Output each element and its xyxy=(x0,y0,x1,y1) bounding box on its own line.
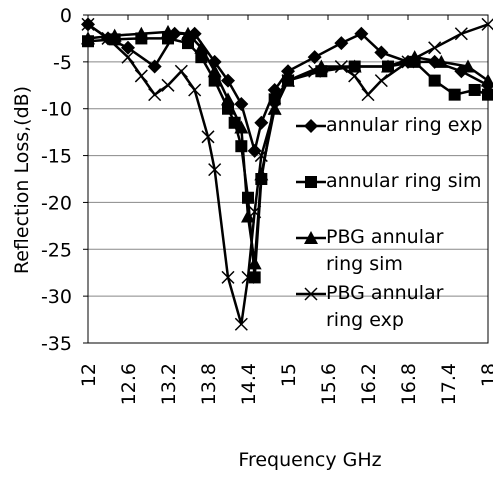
marker-triangle xyxy=(181,26,195,40)
x-tick-label: 13.2 xyxy=(158,363,180,405)
marker-x xyxy=(81,17,95,31)
x-tick-label: 14.4 xyxy=(238,363,260,405)
marker-triangle xyxy=(234,120,249,134)
marker-x xyxy=(241,270,255,284)
x-tick-label: 13.8 xyxy=(198,363,220,405)
marker-diamond xyxy=(121,40,135,55)
marker-diamond xyxy=(307,50,322,65)
x-tick-label: 12.6 xyxy=(118,363,140,405)
marker-diamond xyxy=(147,59,162,74)
marker-square xyxy=(182,37,194,50)
marker-triangle xyxy=(241,209,255,223)
marker-triangle xyxy=(207,64,222,78)
x-tick-label: 12 xyxy=(78,363,100,387)
marker-square xyxy=(248,271,261,284)
marker-x xyxy=(148,88,162,102)
marker-triangle xyxy=(434,54,449,68)
legend-label: PBG annular ring sim xyxy=(326,226,444,275)
marker-square xyxy=(242,191,254,204)
legend-label: annular ring sim xyxy=(326,170,482,192)
y-tick-label: 0 xyxy=(60,5,72,27)
marker-x xyxy=(401,55,415,69)
legend-marker xyxy=(304,287,318,301)
marker-square xyxy=(448,88,461,101)
marker-diamond xyxy=(247,143,262,158)
marker-x xyxy=(481,17,493,31)
marker-triangle xyxy=(481,73,493,87)
marker-x xyxy=(428,41,442,55)
marker-diamond xyxy=(221,73,235,88)
marker-x xyxy=(161,78,175,92)
x-tick-label: 15 xyxy=(278,363,300,387)
marker-x xyxy=(188,83,202,97)
marker-x xyxy=(174,64,188,78)
marker-triangle xyxy=(247,256,262,270)
x-tick-label: 16.2 xyxy=(358,363,380,405)
marker-triangle xyxy=(134,26,149,40)
y-tick-label: -30 xyxy=(41,286,72,308)
marker-x xyxy=(281,74,295,88)
marker-x xyxy=(134,69,148,83)
marker-x xyxy=(374,74,388,88)
x-tick-label: 16.8 xyxy=(398,363,420,405)
marker-x xyxy=(121,50,135,64)
legend-marker xyxy=(305,176,317,188)
marker-x xyxy=(254,149,268,163)
marker-diamond xyxy=(334,36,349,51)
marker-x xyxy=(221,270,235,284)
marker-triangle xyxy=(107,28,122,42)
marker-diamond xyxy=(254,115,269,130)
legend-marker xyxy=(304,231,318,244)
marker-triangle xyxy=(461,59,475,73)
marker-x xyxy=(234,317,248,331)
y-tick-label: -5 xyxy=(53,52,72,74)
y-tick-label: -10 xyxy=(41,99,72,121)
marker-x xyxy=(268,102,282,116)
y-tick-label: -15 xyxy=(41,146,72,168)
marker-triangle xyxy=(161,24,175,38)
y-axis-label: Reflection Loss,(dB) xyxy=(11,86,33,274)
marker-triangle xyxy=(347,59,362,73)
marker-square xyxy=(428,74,441,87)
legend-label: annular ring exp xyxy=(326,114,483,136)
marker-x xyxy=(334,60,348,74)
marker-x xyxy=(248,205,262,219)
marker-square xyxy=(228,116,241,129)
marker-x xyxy=(348,69,362,83)
marker-square xyxy=(235,140,248,153)
marker-diamond xyxy=(374,45,389,60)
marker-triangle xyxy=(194,40,209,54)
x-tick-label: 18 xyxy=(478,363,493,387)
marker-diamond xyxy=(234,97,249,112)
legend-marker xyxy=(304,119,318,133)
marker-x xyxy=(308,64,322,78)
y-tick-label: -35 xyxy=(41,333,72,355)
marker-triangle xyxy=(381,59,395,73)
y-tick-label: -20 xyxy=(41,192,72,214)
marker-x xyxy=(361,88,375,102)
marker-square xyxy=(468,83,481,96)
marker-triangle xyxy=(221,92,235,106)
x-tick-label: 15.6 xyxy=(318,363,340,405)
marker-x xyxy=(201,130,215,144)
marker-diamond xyxy=(354,26,369,41)
marker-triangle xyxy=(81,31,95,45)
marker-x xyxy=(454,27,468,41)
y-tick-label: -25 xyxy=(41,239,72,261)
x-axis-label: Frequency GHz xyxy=(238,449,381,471)
legend-label: PBG annular ring exp xyxy=(326,282,444,331)
x-tick-label: 17.4 xyxy=(438,363,460,405)
marker-x xyxy=(101,31,115,45)
marker-square xyxy=(482,88,493,101)
marker-x xyxy=(208,163,222,177)
